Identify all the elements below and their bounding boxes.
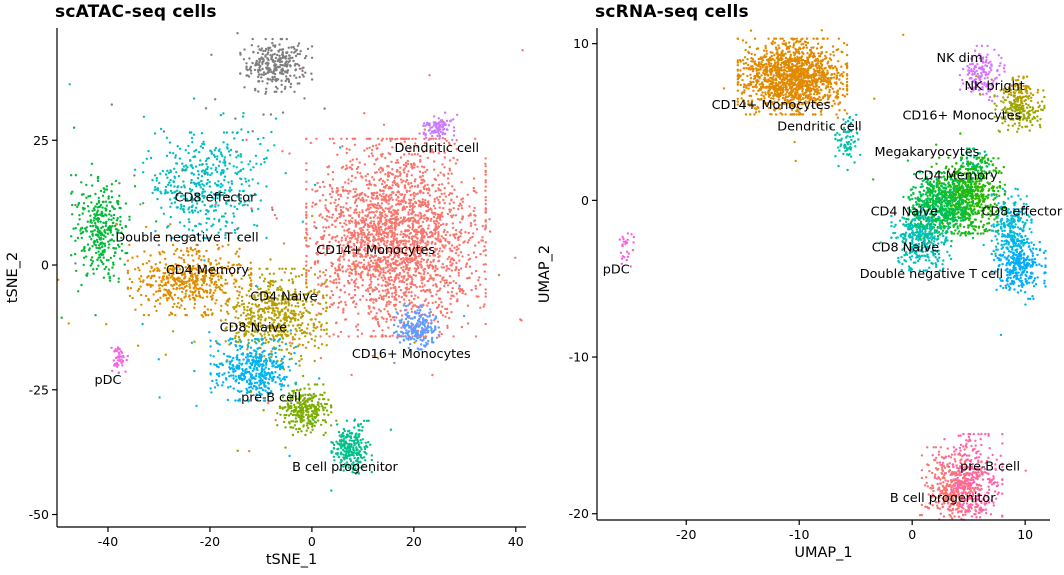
- cluster-label: NK dim: [937, 51, 983, 66]
- cluster-label: CD8 Naive: [872, 240, 940, 255]
- x-tick-label: -20: [676, 527, 696, 542]
- y-axis-title: UMAP_2: [537, 245, 553, 303]
- y-tick-label: 0: [41, 258, 49, 273]
- cluster-label: Dendritic cell: [777, 120, 861, 135]
- cluster-label: CD4 Memory: [915, 168, 998, 183]
- cluster-points-double-negative-t-cell: [60, 126, 158, 319]
- cluster-points-unlabeled: [151, 97, 342, 195]
- cluster-points-nk-dim: [958, 44, 1006, 103]
- tsne-scatter-plot: -40 -20 0 20 40 -50 -25 0 25 tSNE_1 tSNE_2 CD14+ Mo…: [5, 28, 526, 568]
- cluster-points-dendritic-cell: [418, 111, 459, 142]
- cluster-points-pre-b-cell: [236, 374, 338, 452]
- cluster-label: pDC: [95, 373, 122, 388]
- cluster-points-pdc: [618, 232, 636, 268]
- x-tick-label: 40: [508, 534, 524, 549]
- panel-title-scatac: scATAC-seq cells: [55, 2, 217, 22]
- cluster-points-cd8-naive: [890, 176, 982, 272]
- cluster-label: CD4 Memory: [166, 263, 249, 278]
- cluster-label: Double negative T cell: [115, 231, 258, 246]
- x-tick-label: -20: [200, 534, 220, 549]
- y-tick-label: -10: [569, 350, 589, 365]
- cluster-label: CD14+ Monocytes: [712, 98, 831, 113]
- cluster-label: Megakaryocytes: [875, 145, 980, 160]
- y-tick-label: 10: [573, 36, 589, 51]
- x-tick-label: 10: [1017, 527, 1033, 542]
- cluster-label: NK bright: [964, 79, 1024, 94]
- x-tick-label: 0: [908, 527, 916, 542]
- cluster-points-cd8-effector: [68, 83, 317, 326]
- cluster-label: pre-B cell: [241, 390, 301, 405]
- axes: [52, 28, 526, 532]
- cluster-label: CD14+ Monocytes: [316, 243, 435, 258]
- cluster-label: B cell progenitor: [292, 460, 398, 475]
- cluster-points-pdc: [110, 346, 129, 375]
- cluster-label: pre-B cell: [960, 460, 1020, 475]
- cluster-label: CD4 Naive: [871, 204, 939, 219]
- cluster-label: Dendritic cell: [395, 141, 479, 156]
- cluster-points-unlabeled: [210, 32, 326, 116]
- x-tick-label: 20: [406, 534, 422, 549]
- cluster-points-dendritic-cell: [829, 113, 862, 172]
- cluster-label: CD8 effector: [175, 191, 256, 206]
- x-axis-title: UMAP_1: [794, 545, 852, 561]
- cluster-points-pre-b-cell: [931, 432, 1027, 521]
- cluster-points-cd14-monocytes: [214, 49, 524, 470]
- y-tick-label: 25: [33, 133, 49, 148]
- axes: [592, 28, 1050, 525]
- y-tick-label: -25: [29, 382, 49, 397]
- cluster-label: CD8 Naive: [220, 320, 288, 335]
- panel-scatac: scATAC-seq cells -40 -20 0 20 40 -50 -25 0 25 tSN…: [5, 2, 526, 568]
- panel-title-scrna: scRNA-seq cells: [595, 2, 749, 22]
- cluster-points-cd4-naive: [879, 159, 988, 244]
- y-tick-label: 0: [581, 193, 589, 208]
- cluster-points-cd16-monocytes: [392, 284, 466, 365]
- cluster-points-b-cell-progenitor: [918, 446, 983, 521]
- cluster-points-cd16-monocytes: [975, 74, 1046, 133]
- cluster-label: B cell progenitor: [890, 491, 996, 506]
- cluster-points-cd4-memory: [57, 222, 356, 356]
- cluster-points-b-cell-progenitor: [312, 418, 393, 492]
- x-tick-label: 0: [308, 534, 316, 549]
- cluster-points-cd14-monocytes: [722, 29, 905, 163]
- x-tick-label: -40: [98, 534, 118, 549]
- cluster-label: CD16+ Monocytes: [902, 109, 1021, 124]
- x-axis-title: tSNE_1: [266, 552, 317, 568]
- cluster-label: CD4 Naive: [250, 290, 318, 305]
- cluster-label: CD8 effector: [981, 204, 1062, 219]
- cluster-label: pDC: [603, 262, 630, 277]
- umap-scatter-plot: -20 -10 0 10 -20 -10 0 10 UMAP_1 UMAP_2 CD14+ Mono…: [537, 28, 1063, 561]
- cluster-points-double-negative-t-cell: [994, 235, 1047, 337]
- cluster-points-cd4-naive: [139, 203, 416, 412]
- cluster-points-cd8-naive: [157, 284, 321, 458]
- panel-scrna: scRNA-seq cells -20 -10 0 10 -20 -10 0 10 UMAP_1…: [532, 0, 1064, 575]
- y-tick-label: -50: [29, 507, 49, 522]
- cluster-points-unlabeled: [74, 103, 372, 296]
- x-tick-label: -10: [789, 527, 809, 542]
- y-tick-label: -20: [569, 506, 589, 521]
- y-axis-title: tSNE_2: [5, 252, 21, 303]
- cluster-label: Double negative T cell: [860, 267, 1003, 282]
- cluster-label: CD16+ Monocytes: [352, 347, 471, 362]
